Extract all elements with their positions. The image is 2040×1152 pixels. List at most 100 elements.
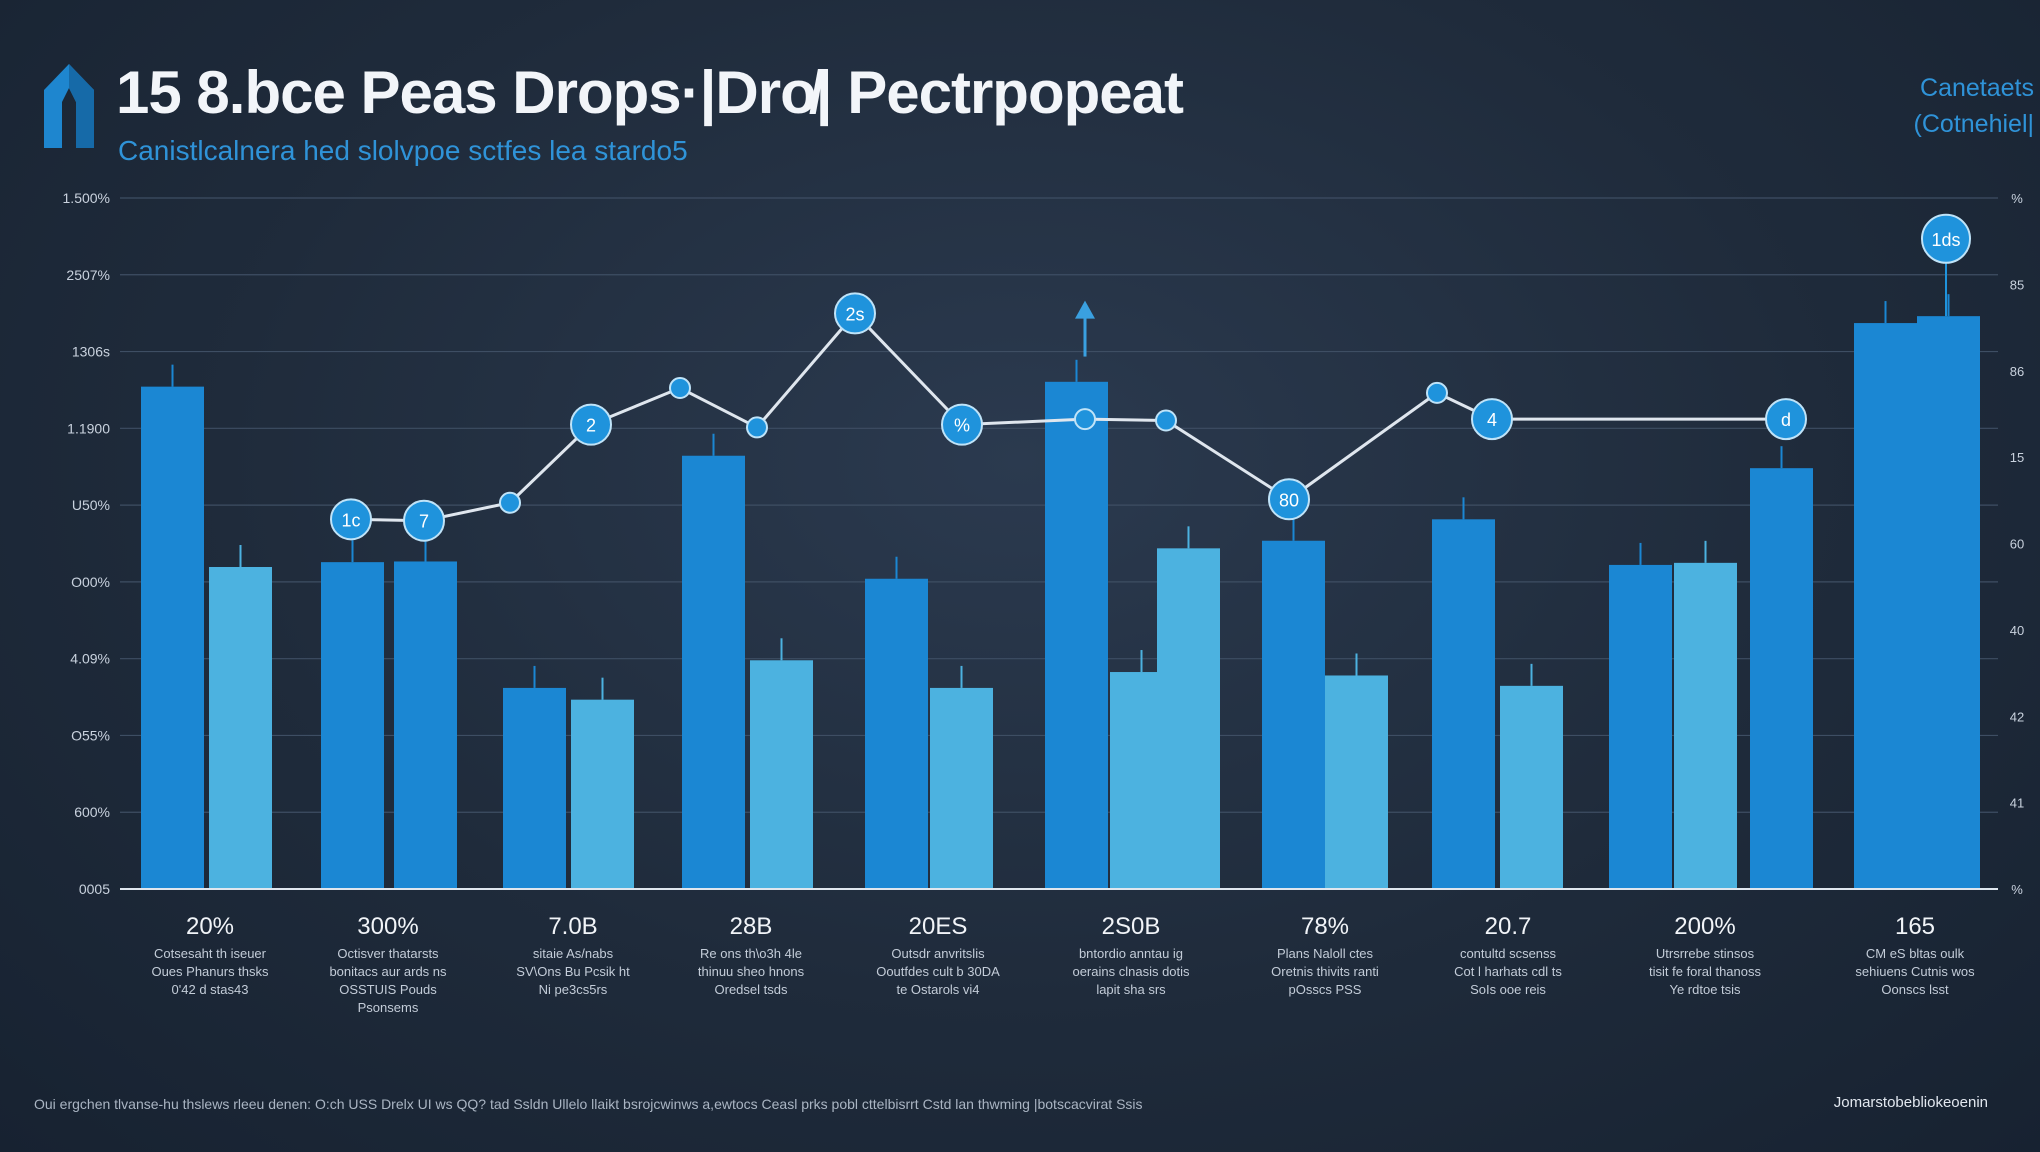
line-point-marker: [1268, 478, 1310, 521]
category-description-line: 0'42 d stas43: [171, 982, 249, 997]
category-description-line: Re ons th\o3h 4le: [700, 946, 802, 961]
category-description-line: Ooutfdes cult b 30DA: [876, 964, 1000, 979]
category-description: Re ons th\o3h 4le thinuu sheo hnons Oredse…: [651, 945, 851, 999]
bar: [1432, 519, 1495, 889]
category-description: CM eS bltas oulk sehiuens Cutnis wos Oonsc…: [1815, 945, 2015, 999]
category-description-line: Oues Phanurs thsks: [151, 964, 269, 979]
y-tick-label-left: 2507%: [66, 267, 110, 283]
category-value-label: 7.0B: [548, 913, 597, 940]
overlay-line: [350, 311, 1786, 523]
category-value-label: 165: [1895, 913, 1935, 940]
category-description: contultd scsenss Cot l harhats cdl ts SoIs…: [1408, 945, 1608, 999]
category-description: Octisver thatarsts bonitacs aur ards ns OS…: [288, 945, 488, 1017]
category-description-line: Cot l harhats cdl ts: [1454, 964, 1562, 979]
y-tick-label-right: 60: [2010, 537, 2024, 552]
bar: [394, 561, 457, 889]
category-description-line: sitaie As/nabs: [532, 946, 614, 961]
line-point-marker: [1765, 398, 1807, 441]
y-tick-label-left: O55%: [71, 727, 110, 743]
line-point-label: 80: [1279, 490, 1299, 510]
bar: [1854, 323, 1917, 889]
line-point-marker: [1074, 408, 1096, 431]
bar: [141, 386, 204, 889]
bar: [1674, 562, 1737, 889]
category-description-line: CM eS bltas oulk: [1865, 946, 1965, 961]
y-tick-label-left: 1.1900: [67, 420, 110, 436]
category-description-line: Utrsrrebe stinsos: [1655, 946, 1755, 961]
category-value-label: 20.7: [1485, 913, 1532, 940]
y-tick-label-left: 0005: [79, 881, 110, 897]
line-point-marker: [834, 292, 876, 335]
bar: [750, 660, 813, 889]
category-description-line: Plans Naloll ctes: [1276, 946, 1374, 961]
line-point-marker: [1471, 398, 1513, 441]
category-description-line: thinuu sheo hnons: [697, 964, 805, 979]
chart-subtitle: Canistlcalnera hed slolvpoe sctfes lea s…: [118, 135, 688, 166]
line-point-marker: [499, 491, 521, 514]
category-description-line: Ni pe3cs5rs: [538, 982, 608, 997]
y-tick-label-right: 86: [2010, 364, 2024, 379]
category-description-line: bonitacs aur ards ns: [329, 964, 447, 979]
category-description: Outsdr anvritslis Ooutfdes cult b 30DA te …: [838, 945, 1038, 999]
category-description-line: bntordio anntau ig: [1078, 946, 1184, 961]
line-point-label: d: [1781, 410, 1791, 430]
category-description-line: te Ostarols vi4: [896, 982, 980, 997]
bar: [321, 562, 384, 889]
y-tick-label-right: 41: [2010, 796, 2024, 811]
category-description: Plans Naloll ctes Oretnis thivits ranti pO…: [1225, 945, 1425, 999]
line-point-label: 1c: [341, 510, 360, 530]
bar: [503, 687, 566, 889]
top-marker-label: 1ds: [1931, 230, 1960, 250]
bar: [209, 566, 272, 889]
line-point-marker: [1426, 381, 1448, 404]
category-description-line: Ye rdtoe tsis: [1669, 982, 1741, 997]
bar: [1045, 381, 1108, 889]
corner-legend-line-2: (Cotnehiel|: [1913, 110, 2034, 138]
category-description-line: Outsdr anvritslis: [891, 946, 985, 961]
line-point-label: 7: [419, 512, 429, 532]
bar: [1500, 685, 1563, 889]
bar: [1609, 564, 1672, 889]
corner-legend: Canetaets (Cotnehiel|: [1834, 70, 2034, 142]
category-value-label: 2S0B: [1102, 913, 1161, 940]
brand-logo-icon: [44, 64, 94, 148]
category-description: Cotsesaht th iseuer Oues Phanurs thsks 0'4…: [110, 945, 310, 999]
y-tick-label-left: U50%: [72, 497, 110, 513]
category-description: Utrsrrebe stinsos tisit fe foral thanoss Y…: [1605, 945, 1805, 999]
category-description-line: oerains clnasis dotis: [1072, 964, 1190, 979]
line-point-label: %: [954, 416, 970, 436]
category-description-line: Psonsems: [357, 1000, 419, 1015]
category-description-line: Oonscs lsst: [1881, 982, 1949, 997]
category-description-line: lapit sha srs: [1096, 982, 1166, 997]
line-point-marker: [746, 416, 768, 439]
bar: [682, 455, 745, 889]
line-point-marker: [1155, 409, 1177, 432]
bar: [865, 578, 928, 889]
bar: [1917, 316, 1980, 889]
category-description-line: Octisver thatarsts: [337, 946, 439, 961]
source-note: Jomarstobebliokeoenin: [1833, 1094, 1988, 1111]
y-tick-label-right: 85: [2010, 277, 2024, 292]
bar: [930, 687, 993, 889]
bar: [1750, 468, 1813, 889]
y-tick-label-right: 15: [2010, 450, 2024, 465]
category-description-line: SoIs ooe reis: [1470, 982, 1546, 997]
category-value-label: 78%: [1301, 913, 1349, 940]
bar: [1262, 540, 1325, 889]
category-description-line: SV\Ons Bu Pcsik ht: [516, 964, 630, 979]
line-point-marker: [403, 499, 445, 542]
corner-legend-line-1: Canetaets: [1920, 74, 2034, 102]
line-point-marker: [330, 498, 372, 541]
bar: [1325, 675, 1388, 889]
category-description-line: pOsscs PSS: [1288, 982, 1362, 997]
category-value-label: 28B: [730, 913, 773, 940]
line-point-marker: [669, 377, 691, 400]
y-tick-label-right: 42: [2010, 709, 2024, 724]
y-tick-label-left: 1306s: [72, 344, 110, 360]
y-tick-label-left: 4.09%: [70, 651, 110, 667]
y-tick-label-right: %: [2011, 191, 2023, 206]
category-description-line: tisit fe foral thanoss: [1649, 964, 1761, 979]
bar: [1157, 548, 1220, 889]
category-value-label: 300%: [357, 913, 418, 940]
